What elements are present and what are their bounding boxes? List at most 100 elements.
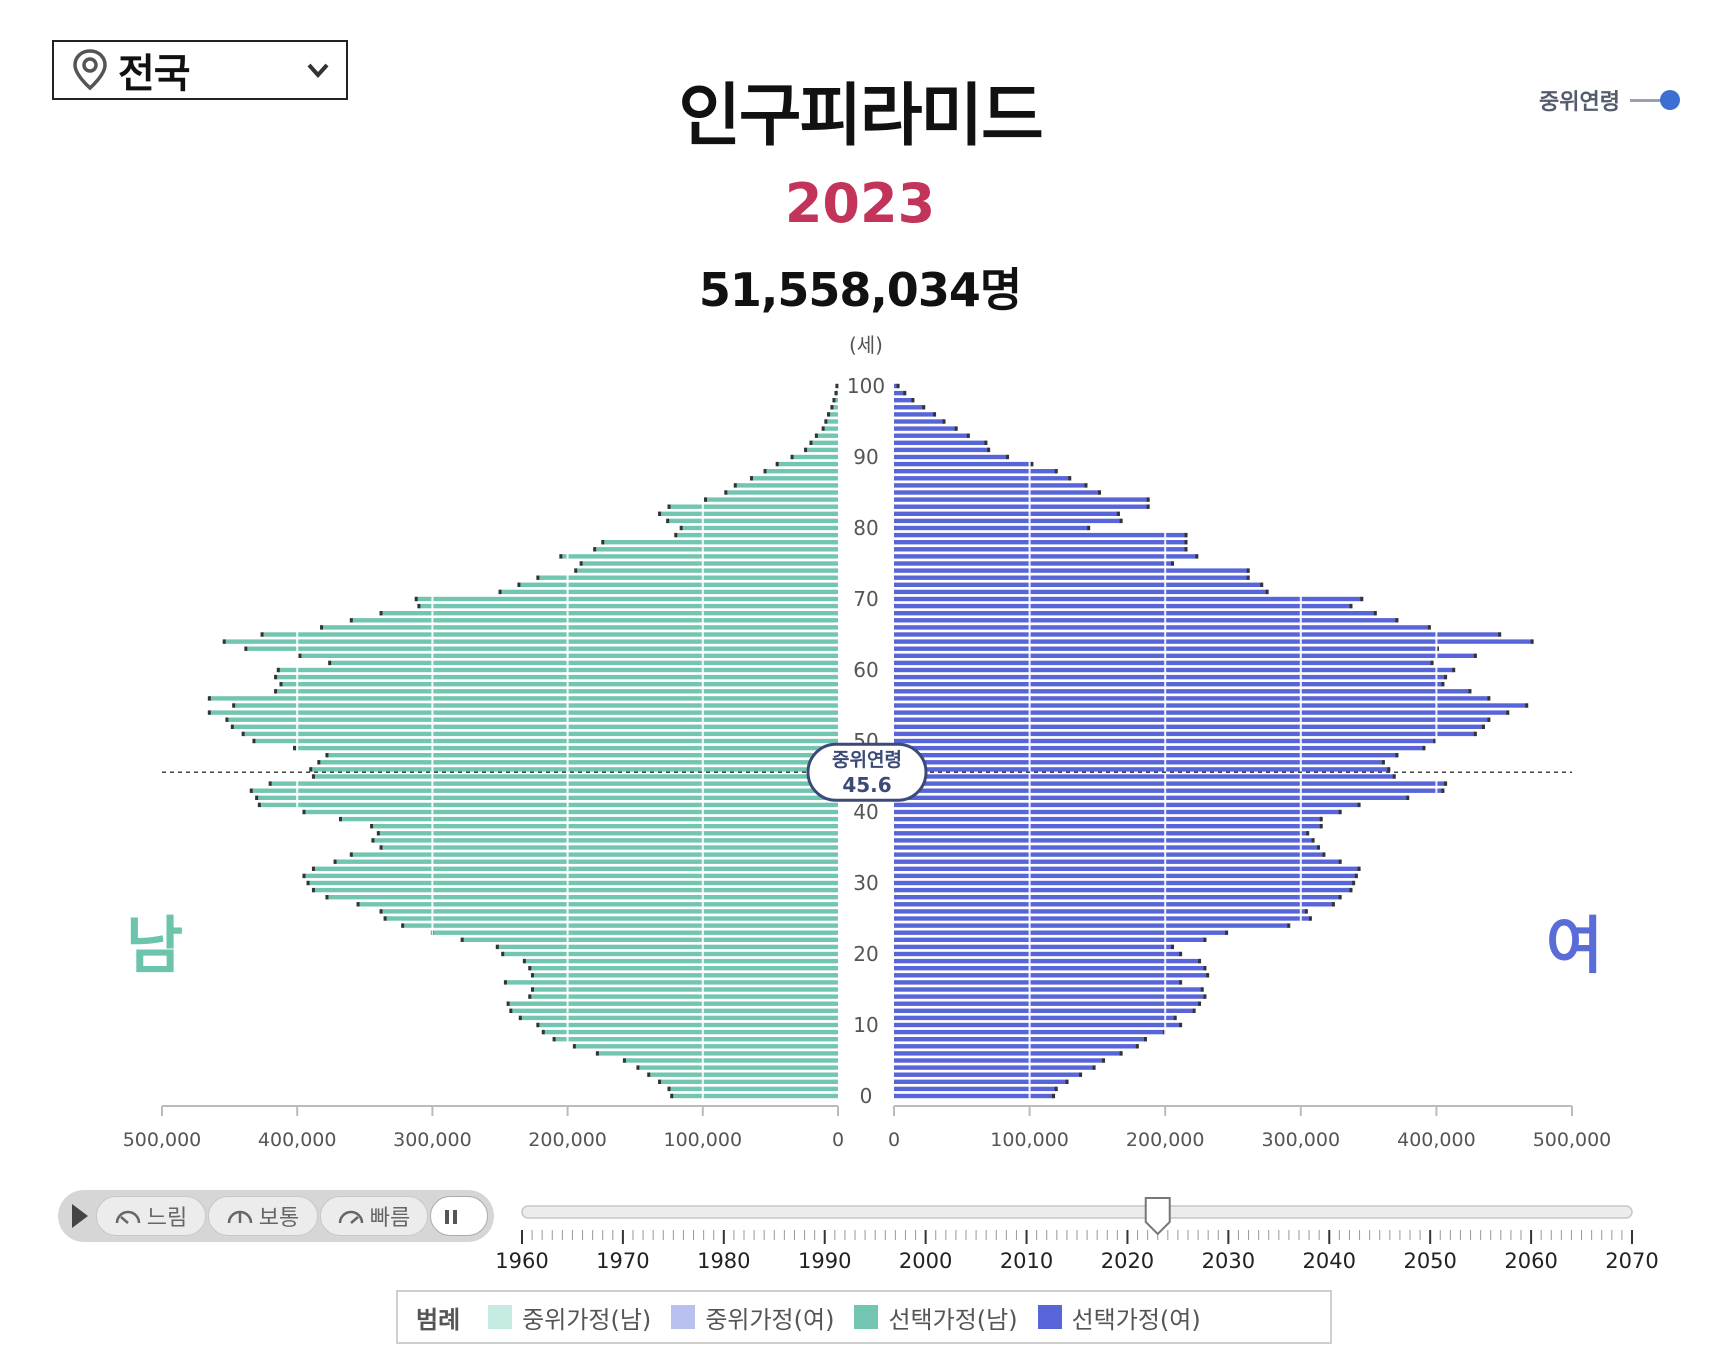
bar-end-marker	[309, 767, 313, 772]
bar-female-age-32	[894, 866, 1360, 872]
bar-end-marker	[370, 823, 374, 829]
year-timeline[interactable]: 1960 1970 1980 1990 2000 2010 2020 2030 2040 2050…	[0, 0, 1720, 1290]
bar-female-age-76	[894, 554, 1197, 559]
bar-female-age-56	[894, 696, 1489, 701]
play-icon[interactable]	[72, 1204, 88, 1228]
age-tick-label: 40	[853, 800, 878, 824]
bar-female-age-72	[894, 582, 1262, 588]
bar-end-marker	[1381, 760, 1385, 765]
timeline-label: 1960	[495, 1249, 548, 1273]
bar-end-marker	[1146, 504, 1150, 509]
bar-female-age-10	[894, 1022, 1181, 1028]
bar-male-age-84	[705, 497, 838, 502]
bar-end-marker	[1487, 696, 1491, 701]
bar-male-age-87	[751, 476, 838, 481]
bar-female-age-75	[894, 561, 1173, 566]
bar-male-age-12	[510, 1008, 838, 1014]
x-tick-label-male: 100,000	[664, 1129, 743, 1151]
bar-male-age-15	[532, 987, 838, 992]
bar-male-age-7	[574, 1044, 838, 1049]
bar-female-age-80	[894, 525, 1089, 531]
bar-end-marker	[942, 419, 946, 424]
bar-end-marker	[674, 532, 678, 538]
bar-female-age-44	[894, 781, 1446, 786]
bar-end-marker	[379, 845, 383, 850]
bar-end-marker	[376, 831, 380, 836]
bar-male-age-23	[432, 930, 838, 935]
bar-end-marker	[1406, 795, 1410, 801]
bar-end-marker	[1195, 554, 1199, 559]
bar-male-age-46	[310, 767, 839, 772]
bar-end-marker	[536, 575, 540, 580]
bar-female-age-35	[894, 845, 1319, 850]
bar-female-age-39	[894, 816, 1322, 822]
bar-female-age-58	[894, 681, 1443, 687]
bar-female-age-37	[894, 831, 1308, 836]
bar-end-marker	[790, 454, 794, 460]
bar-male-age-32	[313, 866, 838, 872]
bar-male-age-35	[381, 845, 838, 850]
bar-end-marker	[834, 390, 838, 396]
timeline-label: 2000	[899, 1249, 952, 1273]
bar-female-age-68	[894, 610, 1376, 616]
animation-controls: 느림 보통 빠름	[58, 1190, 494, 1242]
bar-female-age-57	[894, 689, 1470, 694]
x-tick-label-female: 400,000	[1397, 1129, 1476, 1151]
bar-female-age-87	[894, 476, 1070, 481]
bar-male-age-74	[575, 568, 838, 573]
bar-male-age-81	[667, 518, 838, 524]
timeline-handle[interactable]	[1144, 1197, 1171, 1236]
bar-end-marker	[1184, 532, 1188, 538]
grid-overlay	[296, 386, 1438, 1100]
speed-normal-button[interactable]: 보통	[208, 1196, 318, 1236]
median-age-toggle[interactable]: 중위연령	[1539, 84, 1680, 116]
bar-end-marker	[207, 710, 211, 715]
bar-end-marker	[984, 440, 988, 446]
speed-fast-button[interactable]: 빠름	[320, 1196, 428, 1236]
bar-end-marker	[1054, 1086, 1058, 1092]
bar-female-age-79	[894, 532, 1187, 538]
bar-end-marker	[933, 412, 937, 417]
female-label: 여	[1546, 909, 1604, 982]
bar-end-marker	[763, 468, 767, 474]
toggle-switch[interactable]	[1630, 90, 1680, 110]
bar-male-age-85	[725, 490, 838, 495]
bar-male-age-79	[675, 532, 838, 538]
bar-male-age-11	[520, 1015, 838, 1021]
bar-male-age-92	[810, 440, 838, 446]
bar-end-marker	[401, 923, 405, 928]
bar-female-age-48	[894, 752, 1397, 758]
region-select[interactable]: 전국	[52, 40, 348, 100]
bar-female-age-36	[894, 838, 1314, 843]
bar-female-age-61	[894, 660, 1433, 666]
bar-end-marker	[1084, 483, 1088, 488]
bar-male-age-59	[275, 674, 838, 680]
bar-end-marker	[1468, 689, 1472, 694]
bar-end-marker	[1530, 639, 1534, 644]
bar-end-marker	[241, 731, 245, 737]
bar-male-age-55	[233, 703, 838, 708]
bar-male-age-3	[648, 1072, 838, 1077]
bar-end-marker	[311, 866, 315, 872]
bar-male-age-69	[418, 603, 838, 609]
page-title: 인구피라미드	[678, 77, 1043, 156]
pause-icon[interactable]	[430, 1196, 488, 1236]
bar-end-marker	[1065, 1079, 1069, 1085]
speed-slow-button[interactable]: 느림	[96, 1196, 206, 1236]
bar-male-age-28	[326, 894, 838, 900]
bar-end-marker	[1317, 845, 1321, 850]
bar-end-marker	[1006, 454, 1010, 460]
bar-end-marker	[1225, 930, 1229, 935]
bar-female-age-12	[894, 1008, 1195, 1014]
male-bars	[207, 383, 839, 1099]
bar-female-age-51	[894, 731, 1476, 737]
age-tick-label: 100	[847, 374, 885, 398]
bar-end-marker	[1452, 667, 1456, 673]
bar-female-age-53	[894, 717, 1489, 722]
bar-end-marker	[1338, 894, 1342, 900]
bar-male-age-4	[637, 1065, 838, 1070]
bar-female-age-67	[894, 618, 1397, 623]
bar-end-marker	[1498, 632, 1502, 637]
bar-end-marker	[1481, 724, 1485, 730]
